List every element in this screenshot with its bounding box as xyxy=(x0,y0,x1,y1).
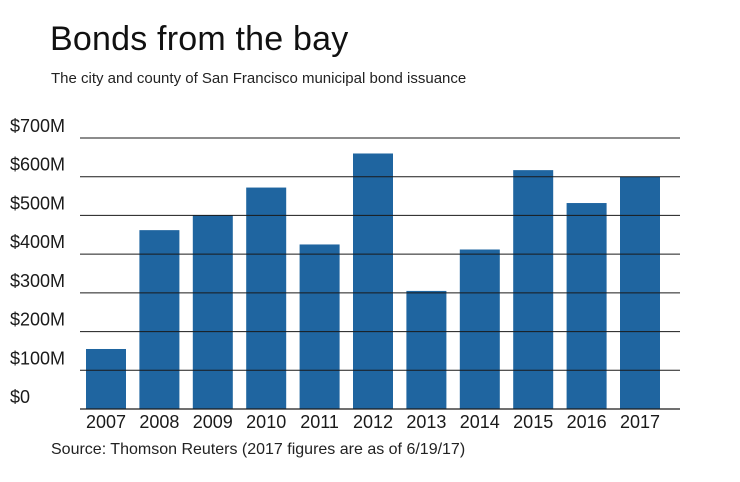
x-tick-label-2016: 2016 xyxy=(567,412,607,432)
x-tick-label-2013: 2013 xyxy=(406,412,446,432)
bar-2015 xyxy=(513,170,554,409)
chart-title: Bonds from the bay xyxy=(50,20,349,58)
bar-2014 xyxy=(459,249,500,409)
bar-2008 xyxy=(139,230,180,409)
bar-2011 xyxy=(299,244,340,409)
y-tick-label: $700M xyxy=(10,116,65,136)
bar-2007 xyxy=(86,348,126,409)
bar-2012 xyxy=(353,153,393,409)
x-axis-tick-labels: 2007 2008 2009 2010 2011 2012 2013 2014 2015 2016… xyxy=(86,412,660,432)
y-tick-label: $200M xyxy=(10,310,65,330)
y-tick-label: $600M xyxy=(10,155,65,175)
x-tick-label-2011: 2011 xyxy=(300,412,339,432)
chart-subtitle: The city and county of San Francisco mun… xyxy=(51,70,467,87)
bar-2016 xyxy=(566,203,607,409)
x-tick-label-2015: 2015 xyxy=(513,412,553,432)
y-tick-label: $400M xyxy=(10,232,65,252)
y-axis-tick-labels: $0 $100M $200M $300M $400M $500M $600M $700M xyxy=(10,116,65,407)
y-tick-label: $500M xyxy=(10,193,65,213)
x-tick-label-2007: 2007 xyxy=(86,412,126,432)
x-tick-label-2008: 2008 xyxy=(139,412,179,432)
y-tick-label: $0 xyxy=(10,387,30,407)
x-tick-label-2009: 2009 xyxy=(193,412,233,432)
x-tick-label-2010: 2010 xyxy=(246,412,286,432)
bar-2013 xyxy=(406,290,447,409)
y-tick-label: $100M xyxy=(10,348,65,368)
x-tick-label-2014: 2014 xyxy=(460,412,500,432)
y-tick-label: $300M xyxy=(10,271,65,291)
bars xyxy=(86,153,660,409)
x-tick-label-2012: 2012 xyxy=(353,412,393,432)
gridlines xyxy=(80,137,680,410)
source-note: Source: Thomson Reuters (2017 figures ar… xyxy=(51,441,466,458)
bar-2010 xyxy=(246,187,287,409)
bar-2009 xyxy=(192,215,233,409)
x-tick-label-2017: 2017 xyxy=(620,412,660,432)
